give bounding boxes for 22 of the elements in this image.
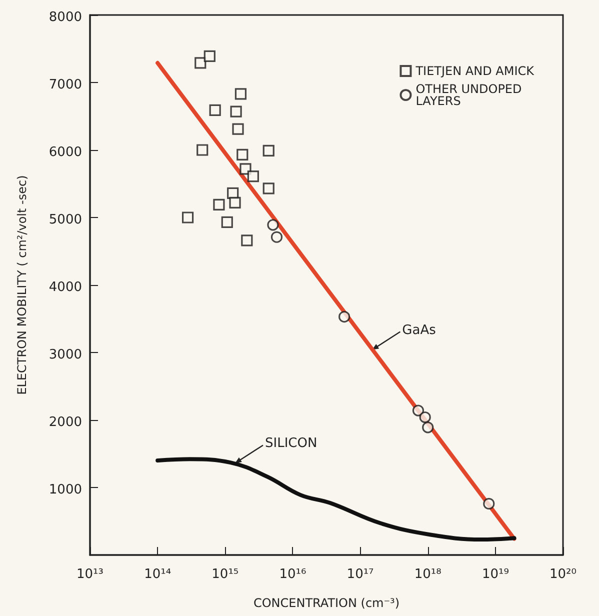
x-tick-label: 10¹⁹ [482,567,509,582]
y-tick-label: 5000 [48,212,82,228]
x-tick-label: 10¹³ [76,567,104,582]
x-axis-title: CONCENTRATION (cm⁻³) [253,596,400,610]
annotation: SILICON [265,436,318,452]
y-tick-label: 6000 [48,145,82,160]
y-tick-label: 1000 [48,482,82,498]
x-tick-label: 10¹⁷ [346,567,374,582]
legend-label: TIETJEN AND AMICK [414,64,536,78]
y-tick-label: 4000 [48,280,82,295]
x-tick-label: 10²⁰ [550,567,576,582]
x-tick-label: 10¹⁶ [279,567,306,582]
legend-label: OTHER UNDOPED LAYERS [416,82,526,108]
x-tick-label: 10¹⁸ [414,567,442,582]
y-tick-label: 3000 [48,348,82,362]
y-axis-title: ELECTRON MOBILITY ( cm²/volt -sec) [15,175,29,395]
y-tick-label: 8000 [48,10,82,25]
x-tick-label: 10¹⁵ [212,567,239,582]
y-tick-label: 2000 [48,415,82,430]
y-tick-label: 7000 [48,78,82,92]
x-tick-label: 10¹⁴ [144,567,172,582]
annotation: GaAs [402,322,436,338]
